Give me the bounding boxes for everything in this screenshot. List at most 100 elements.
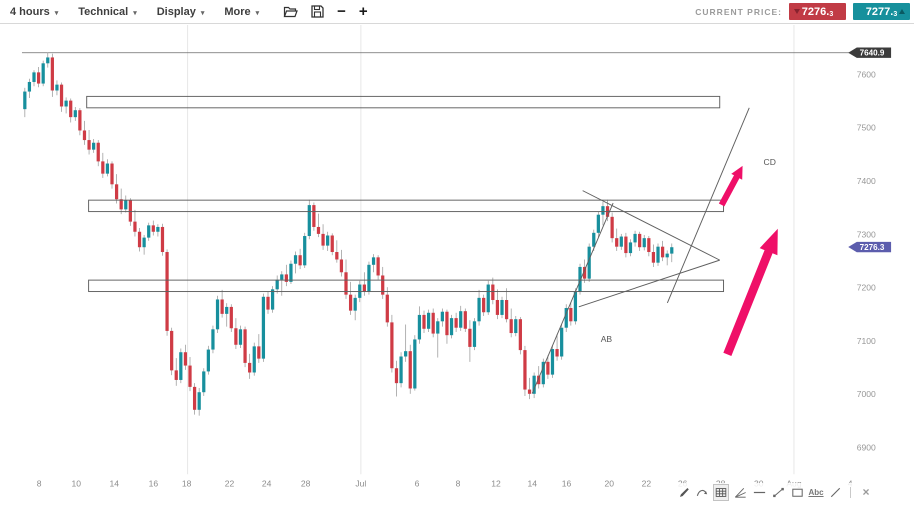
sell-price-button[interactable]: 7276. 3 [789,3,846,20]
large-up-arrow[interactable] [723,228,778,356]
candle-body [560,327,564,357]
candle-body [381,275,385,295]
menu-display[interactable]: Display ▾ [156,5,205,18]
angle-lines-icon[interactable] [732,484,748,501]
candle-body [59,84,64,107]
candle-body [523,350,527,390]
text-icon[interactable]: Abc [808,484,824,501]
ab-trendline[interactable] [531,202,614,394]
grid-icon[interactable] [713,483,729,501]
buy-price-button[interactable]: 7277. 3 [853,3,910,20]
candle-body [615,238,619,247]
close-icon: × [862,485,870,499]
folder-open-icon[interactable] [283,5,299,18]
candle-body [422,314,426,329]
save-icon[interactable] [311,5,324,18]
cd-trendline[interactable] [666,107,750,304]
horizontal-line-icon[interactable] [751,484,767,501]
line-icon[interactable] [827,484,843,501]
chart-svg[interactable]: AB CD 7600 7500 7400 7300 7200 7100 7000 6900 8 10 1… [0,25,914,520]
candle-body [243,329,247,363]
chevron-down-icon: ▾ [255,9,260,17]
candle-body [170,330,174,371]
close-icon[interactable]: × [858,484,874,501]
candle-body [197,392,201,410]
candle-body [582,266,587,279]
candle-body [550,349,555,375]
candle-body [234,328,238,345]
candle-body [248,362,252,373]
candle-body [284,274,288,282]
candle-body [413,339,417,389]
y-axis-label: 7100 [857,336,876,346]
candle-body [46,57,50,64]
candle-body [156,226,160,232]
x-axis-label: 20 [605,479,615,489]
candle-body [638,233,642,248]
candle-body [587,246,591,279]
candle-body [326,235,330,246]
x-axis-label: 6 [415,479,420,489]
candle-body [174,370,178,380]
candle-body [440,311,444,322]
rectangle-annotation[interactable] [86,95,721,109]
candle-body [206,349,210,372]
candle-body [376,257,380,276]
y-axis-label: 7600 [857,69,876,79]
pointer-icon[interactable] [675,484,691,501]
candle-body [110,163,114,185]
candle-body [482,297,486,313]
y-axis-label: 7300 [857,229,876,239]
candle-body [394,368,399,384]
candle-body [41,63,45,84]
candle-body [275,279,279,290]
candle-body [445,311,449,336]
y-axis-label: 7400 [857,176,876,186]
curve-icon[interactable] [694,484,710,501]
y-axis-label: 7200 [857,283,876,293]
candle-body [537,375,541,385]
y-axis-label: 6900 [857,443,876,453]
candle-body [73,110,77,118]
candle-body [546,361,550,375]
zoom-in-icon[interactable]: + [358,3,368,20]
candle-body [344,272,348,295]
x-axis-label: 12 [491,479,501,489]
candle-body [36,72,41,84]
candle-body [399,356,403,384]
menu-technical[interactable]: Technical ▾ [78,5,137,18]
candle-body [459,311,463,328]
candle-body [555,349,559,357]
candle-body [504,299,509,320]
rectangle-annotation[interactable] [88,199,725,213]
pennant-upper[interactable] [582,190,720,261]
rectangle-icon[interactable] [789,484,805,501]
buy-price-decimal: 3 [893,11,898,18]
candle-body [151,225,155,232]
y-axis-label: 7000 [857,389,876,399]
candle-body [468,328,472,347]
candle-body [628,242,633,254]
candle-body [114,184,119,200]
toolbar-separator [850,486,851,498]
zoom-out-icon[interactable]: − [337,3,346,20]
candle-body [87,140,91,150]
trendline-icon[interactable] [770,484,786,501]
menu-more[interactable]: More ▾ [224,5,260,18]
candle-body [564,307,568,328]
small-up-arrow[interactable] [718,165,743,207]
candle-body [353,297,357,311]
candle-body [183,352,188,366]
chevron-down-icon: ▾ [200,9,205,17]
candle-body [486,284,490,313]
candle-body [133,221,137,232]
candle-body [463,311,467,329]
menu-4-hours[interactable]: 4 hours ▾ [10,5,59,18]
candle-body [619,236,623,247]
x-axis-label: 8 [456,479,461,489]
pennant-lower[interactable] [578,259,720,308]
candle-body [50,57,54,91]
rectangle-annotation[interactable] [88,279,725,293]
candle-body [78,110,82,131]
candle-body [220,299,224,314]
